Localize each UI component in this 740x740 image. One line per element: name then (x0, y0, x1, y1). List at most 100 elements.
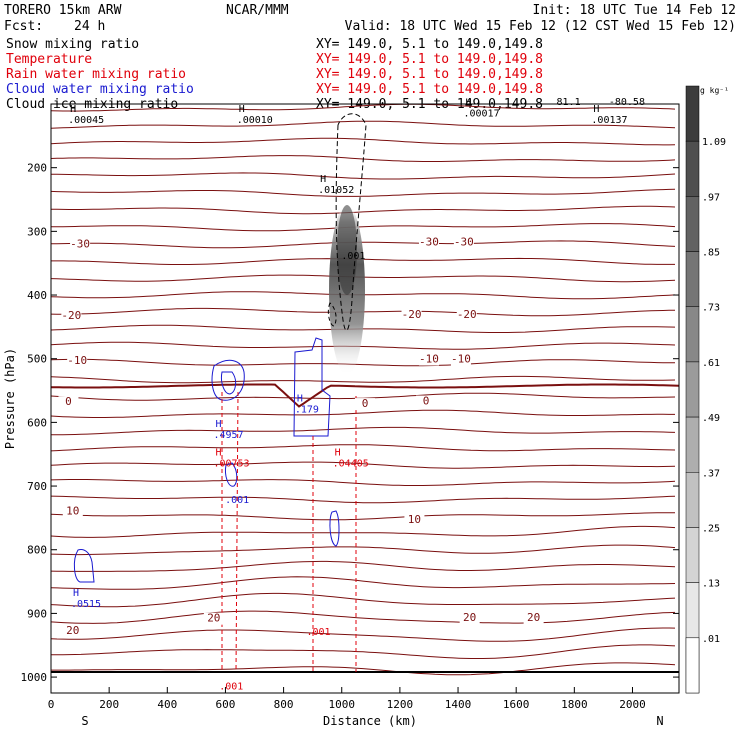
extreme-value: .00753 (213, 459, 249, 470)
extreme-marker-letter: H (239, 104, 245, 115)
cloud-water-contour (73, 549, 95, 583)
extreme-value: .001 (306, 627, 330, 638)
temperature-contour (51, 341, 676, 350)
colorbar-segment (685, 527, 700, 583)
colorbar-segment (685, 582, 700, 639)
contour-label-bg (418, 236, 439, 249)
extreme-value: .01052 (318, 185, 354, 196)
extreme-value: .001 (225, 495, 249, 506)
colorbar-segment (685, 306, 700, 363)
temperature-contour-label: -10 (67, 354, 87, 367)
x-tick-label: 1400 (445, 698, 472, 711)
cloud-water-contour (221, 371, 237, 395)
temperature-contour (51, 495, 676, 504)
cloud-water-contour (293, 337, 331, 437)
zero-isotherm (51, 383, 679, 408)
temperature-contour-label: 0 (362, 397, 369, 410)
temperature-contour (51, 205, 676, 215)
temperature-contour (51, 644, 676, 659)
plot-area (51, 104, 679, 676)
x-end-label-right: N (656, 714, 663, 728)
y-tick-label: 900 (27, 607, 47, 620)
colorbar-tick-label: .85 (702, 248, 720, 259)
temperature-contour (51, 544, 676, 556)
colorbar-tick-label: .49 (702, 413, 720, 424)
colorbar-segment (685, 140, 700, 197)
extreme-value: .0515 (71, 599, 101, 610)
legend-field-name: Snow mixing ratio (6, 37, 139, 52)
contour-label-bg (61, 310, 82, 323)
colorbar: 1.09 .97 .85 .73 .61 .49 .37 .25 .13 .01 g kg⁻¹ (685, 85, 729, 694)
temperature-contour (51, 120, 676, 129)
contour-label-bg (453, 236, 474, 249)
temperature-contour (51, 479, 676, 486)
contour-label-bg (401, 308, 422, 321)
temperature-contour (51, 188, 676, 197)
y-tick-label: 200 (27, 162, 47, 175)
temperature-contour-label: 0 (65, 395, 72, 408)
contour-label-bg (404, 513, 425, 526)
extreme-value: .001 (341, 251, 365, 262)
temperature-contour-label: -30 (419, 235, 439, 248)
extreme-marker-letter: H (73, 588, 79, 599)
y-tick-label: 500 (27, 353, 47, 366)
temperature-contour (51, 426, 676, 436)
temperature-contour (51, 223, 676, 232)
temperature-contour (51, 358, 676, 367)
extreme-value: .00010 (237, 115, 273, 126)
x-tick-label: 1800 (561, 698, 588, 711)
legend-field-name: Cloud water mixing ratio (6, 82, 194, 97)
contour-label-bg (459, 612, 480, 625)
temperature-contour-label: 10 (66, 505, 79, 518)
x-tick-label: 800 (274, 698, 294, 711)
cloud-water-contour (329, 510, 340, 547)
colorbar-segment (685, 416, 700, 473)
extreme-marker-letter: H (215, 448, 221, 459)
y-tick-label: 600 (27, 416, 47, 429)
contour-label-bg (62, 505, 83, 518)
x-tick-label: 1600 (503, 698, 530, 711)
contour-label-bg (70, 238, 91, 251)
extreme-marker-letter: H (593, 104, 599, 115)
cloud-water-contour (211, 359, 245, 401)
colorbar-tick-label: .73 (702, 303, 720, 314)
colorbar-tick-label: .37 (702, 468, 720, 479)
temperature-contour-label: 20 (527, 611, 540, 624)
contour-label-bg (523, 612, 544, 625)
x-tick-label: 0 (48, 698, 55, 711)
temperature-contour-label: -30 (70, 237, 90, 250)
colorbar-tick-label: .61 (702, 358, 720, 369)
legend-field-name: Temperature (6, 52, 92, 67)
x-tick-label: 400 (157, 698, 177, 711)
temperature-contour-label: -30 (454, 235, 474, 248)
temperature-contour-label: -20 (61, 309, 81, 322)
extreme-value: -80.58 (609, 97, 645, 108)
fcst-value: 24 h (74, 19, 105, 34)
temperature-contour (51, 592, 676, 608)
colorbar-segment (685, 251, 700, 307)
temperature-contour (51, 610, 676, 624)
x-tick-label: 200 (99, 698, 119, 711)
extreme-marker-letter: H (215, 419, 221, 430)
temperature-contour (51, 525, 676, 538)
x-tick-label: 1200 (387, 698, 414, 711)
contour-label-bg (67, 354, 88, 367)
colorbar-segment (685, 196, 700, 252)
colorbar-units: g kg⁻¹ (700, 86, 729, 95)
field-legend: Snow mixing ratio XY= 149.0, 5.1 to 149.0… (6, 37, 543, 112)
extreme-value: .179 (295, 405, 319, 416)
model-title: TORERO 15km ARW (4, 3, 122, 18)
y-tick-label: 1000 (21, 671, 48, 684)
x-end-label-left: S (81, 714, 88, 728)
plot-frame (50, 103, 680, 694)
extreme-marker-letter: H (297, 394, 303, 405)
temperature-contour-label: 0 (423, 395, 430, 408)
rain-contour (235, 391, 239, 673)
colorbar-segment (685, 85, 700, 142)
temperature-contour (51, 444, 676, 452)
temperature-contour (51, 137, 676, 146)
temperature-contour-label: 10 (408, 513, 421, 526)
temperature-contour (51, 576, 676, 590)
contour-label-bg (456, 308, 477, 321)
